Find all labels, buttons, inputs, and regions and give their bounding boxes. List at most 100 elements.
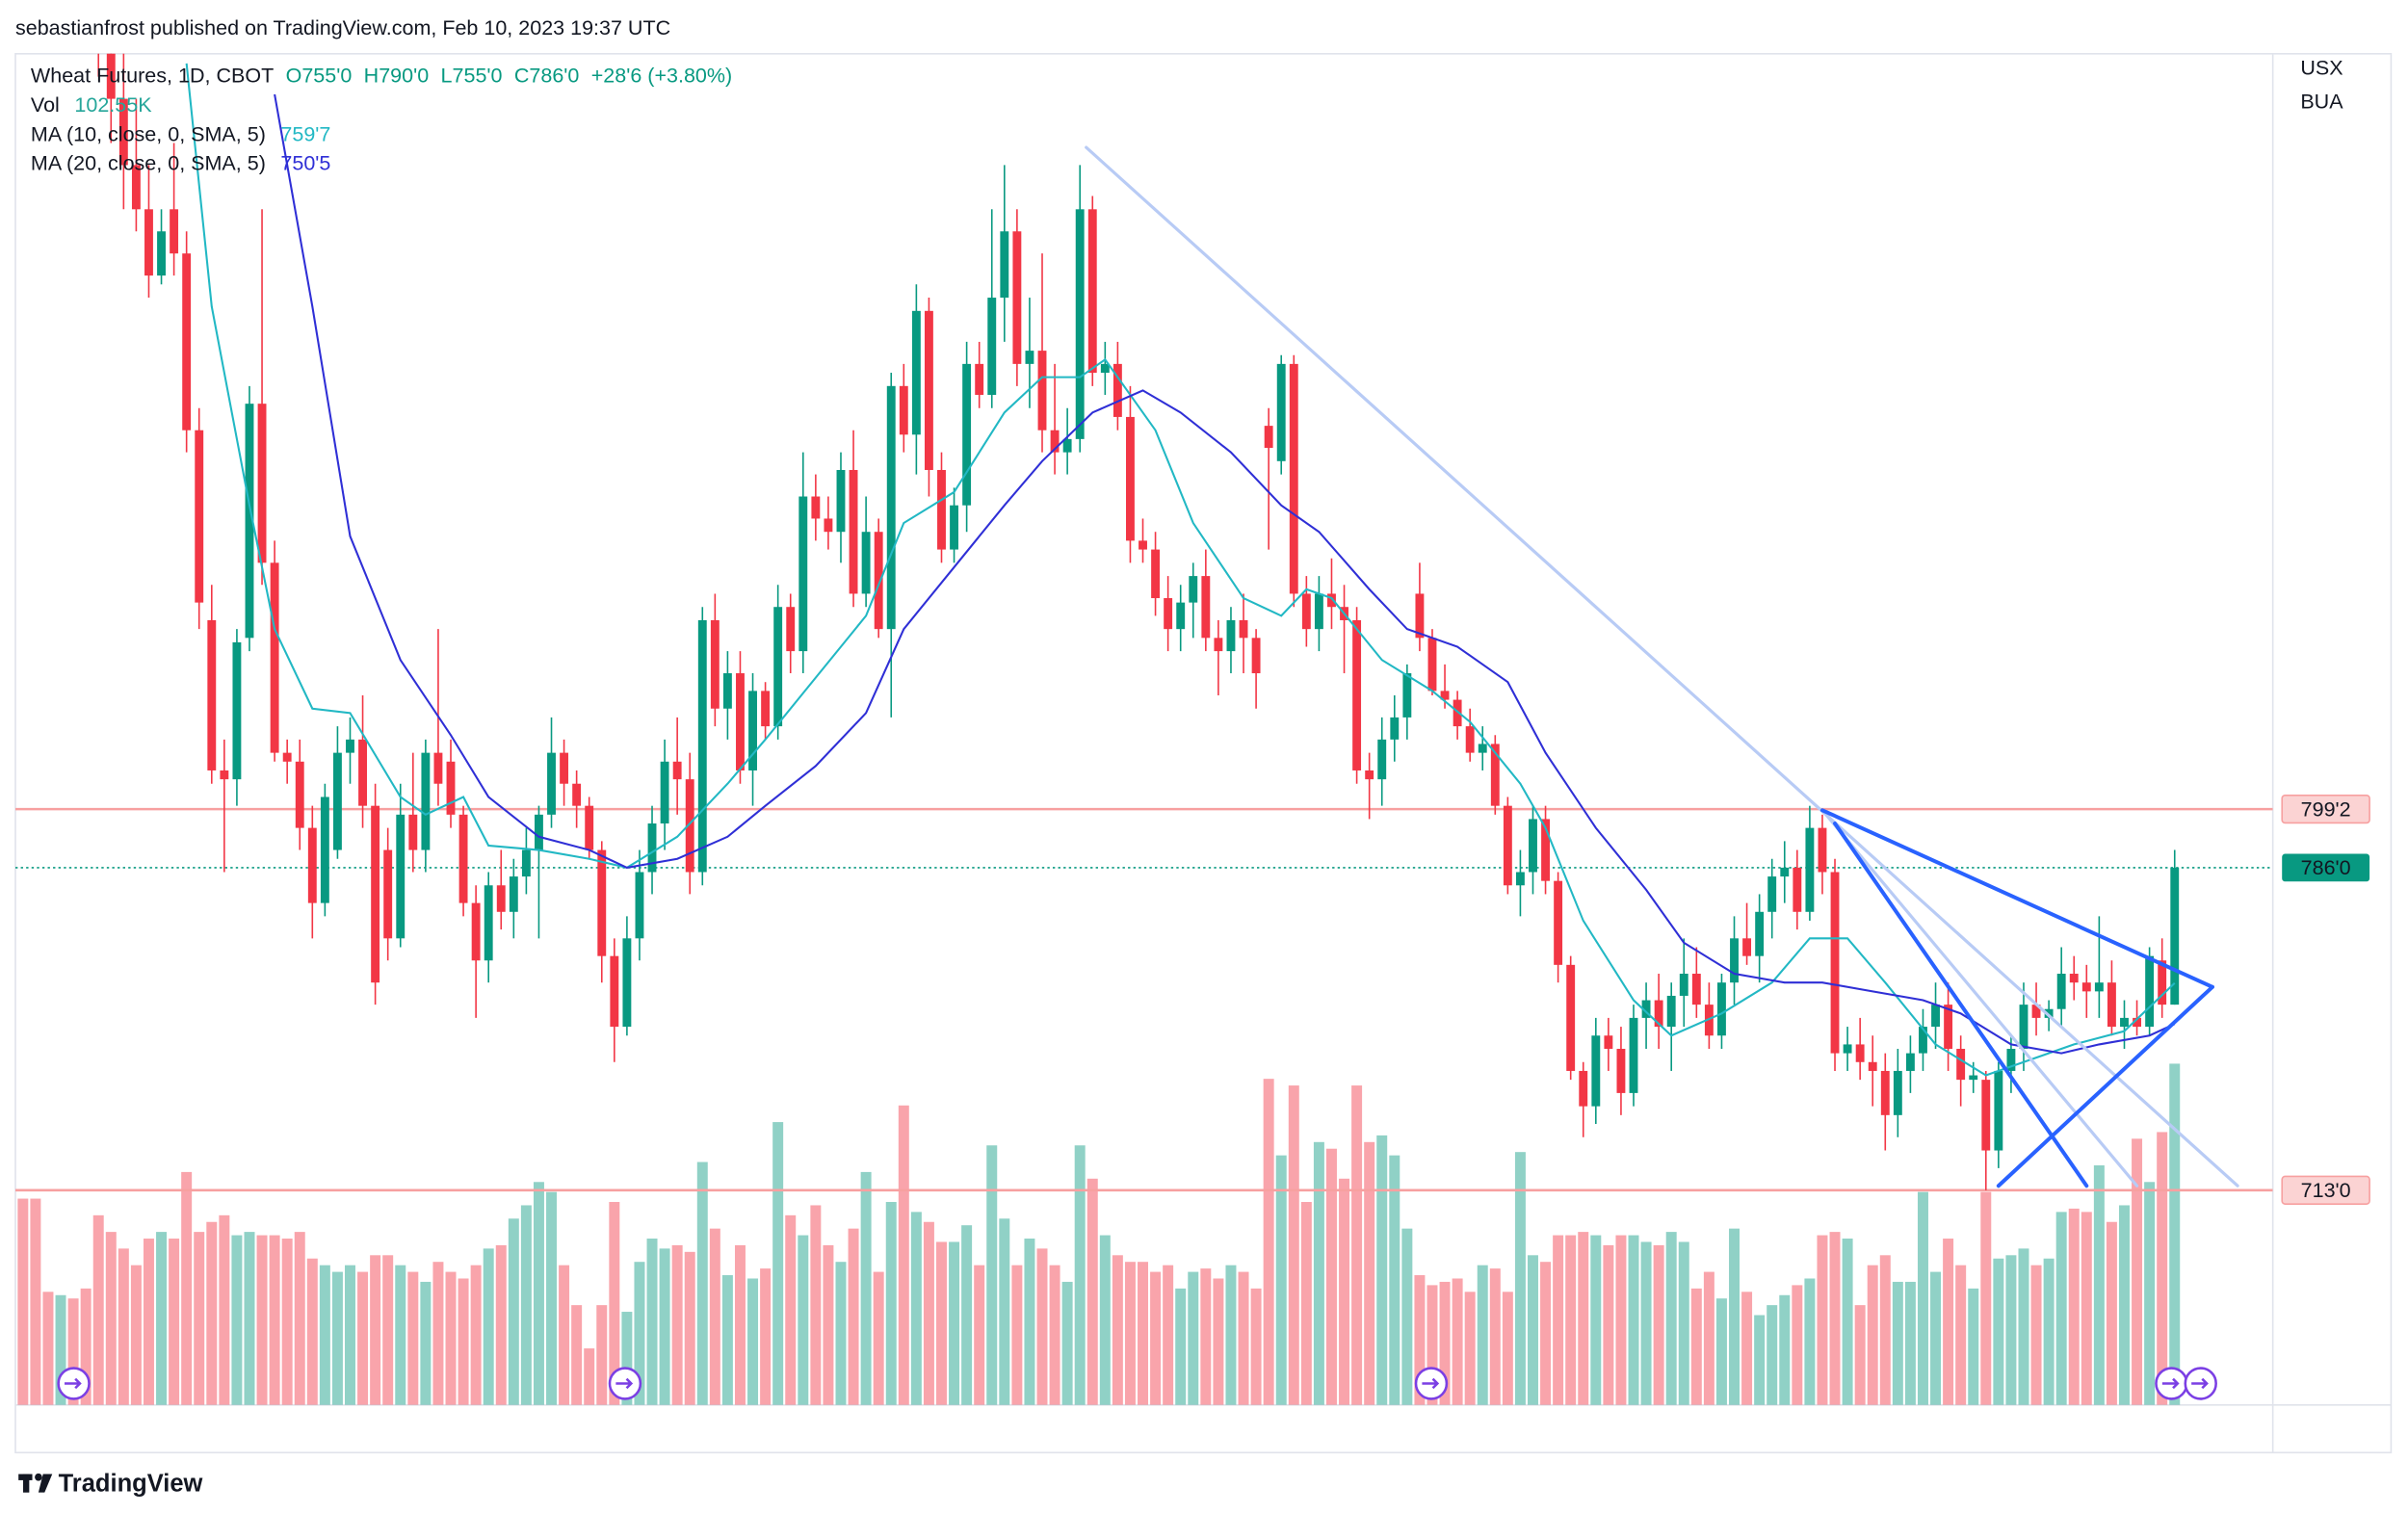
candle-body: [1880, 1070, 1890, 1115]
unit-label: USX: [2300, 56, 2343, 79]
volume-bar: [181, 1171, 193, 1405]
volume-bar: [1514, 1152, 1526, 1405]
ma-name: MA (10, close, 0, SMA, 5): [31, 122, 266, 145]
volume-bar: [1175, 1288, 1187, 1405]
candle-body: [1541, 819, 1550, 881]
close-label: C786'0: [514, 64, 580, 87]
candle-body: [836, 469, 846, 533]
volume-bar: [772, 1122, 784, 1405]
volume-bar: [319, 1265, 330, 1405]
volume-bar: [1879, 1255, 1891, 1405]
volume-bar: [1553, 1235, 1564, 1405]
candle-body: [1427, 638, 1437, 692]
volume-bar: [1578, 1232, 1589, 1405]
volume-bar: [1603, 1244, 1614, 1405]
volume-bar: [55, 1294, 66, 1405]
volume-bar: [684, 1251, 695, 1405]
candle-body: [1251, 638, 1261, 674]
candle-body: [307, 827, 317, 903]
level-label: 799'2: [2301, 797, 2351, 821]
ma-name: MA (20, close, 0, SMA, 5): [31, 151, 266, 174]
volume-bar: [294, 1232, 305, 1405]
candle-body: [1604, 1035, 1613, 1050]
candle-body: [1453, 699, 1462, 727]
volume-bar: [42, 1292, 54, 1405]
volume-bar: [2093, 1164, 2105, 1405]
frame: [14, 53, 2393, 1454]
low-label: L755'0: [441, 64, 503, 87]
candle-body: [446, 761, 456, 815]
candle-body: [1780, 867, 1790, 877]
candle-body: [2006, 1049, 2016, 1071]
candle-body: [798, 496, 808, 652]
candle-body: [585, 805, 594, 850]
candle-body: [1981, 1080, 1991, 1151]
volume-bar: [634, 1262, 645, 1405]
volume-bar: [873, 1271, 884, 1405]
trend-line: [1996, 984, 2214, 1188]
volume-bar: [1401, 1228, 1413, 1405]
candle-body: [962, 363, 972, 506]
candle-body: [610, 955, 619, 1028]
open-label: O755'0: [286, 64, 353, 87]
candle-body: [1440, 691, 1450, 700]
volume-bar: [721, 1275, 733, 1405]
volume-bar: [1188, 1271, 1199, 1405]
candle-body: [1679, 974, 1688, 996]
candle-body: [1189, 576, 1198, 603]
volume-bar: [1150, 1271, 1162, 1405]
volume-bar: [1036, 1248, 1048, 1405]
volume-value: 102.55K: [74, 93, 152, 117]
candle-body: [1956, 1049, 1966, 1081]
volume-bar: [30, 1198, 41, 1405]
volume-bar: [1792, 1285, 1803, 1405]
volume-bar: [395, 1265, 406, 1405]
candle-body: [2019, 1005, 2028, 1050]
volume-bar: [156, 1232, 168, 1405]
volume-bar: [621, 1312, 633, 1405]
candle-body: [1377, 739, 1387, 780]
candle-body: [1226, 619, 1236, 652]
candle-body: [1944, 1005, 1953, 1050]
volume-bar: [1968, 1288, 1979, 1405]
candle-body: [371, 805, 380, 983]
candle-body: [1893, 1070, 1902, 1115]
volume-name: Vol: [31, 93, 60, 117]
volume-bar: [1930, 1271, 1942, 1405]
level-label: 786'0: [2301, 856, 2351, 879]
candle-body: [2145, 955, 2155, 1028]
volume-bar: [1464, 1292, 1476, 1405]
volume-bar: [646, 1239, 658, 1405]
candle-body: [195, 430, 204, 603]
candle-body: [1704, 1005, 1714, 1036]
volume-bar: [1339, 1178, 1350, 1405]
candle-body: [1478, 744, 1487, 753]
candle-body: [257, 404, 267, 563]
volume-bar: [999, 1218, 1010, 1405]
volume-bar: [810, 1205, 822, 1405]
volume-bar: [1804, 1278, 1816, 1405]
volume-bar: [2169, 1063, 2181, 1405]
candle-body: [1301, 593, 1311, 630]
byline: sebastianfrost published on TradingView.…: [15, 16, 670, 39]
volume-bar: [1892, 1281, 1903, 1405]
candle-body: [1050, 430, 1060, 453]
volume-bar: [747, 1278, 759, 1405]
volume-bar: [2132, 1138, 2143, 1405]
candle-body: [911, 310, 921, 435]
candle-body: [861, 532, 871, 594]
volume-bar: [2030, 1265, 2042, 1405]
volume-bar: [1263, 1079, 1274, 1405]
volume-bar: [584, 1348, 595, 1405]
volume-bar: [1439, 1281, 1451, 1405]
volume-bar: [219, 1214, 230, 1405]
volume-bar: [860, 1171, 872, 1405]
candle-body: [207, 619, 217, 770]
volume-bar: [1351, 1085, 1363, 1405]
candle-body: [1289, 363, 1298, 594]
candle-body: [1465, 726, 1475, 753]
candle-body: [1112, 363, 1122, 417]
candle-body: [1666, 995, 1676, 1028]
candle-body: [2158, 960, 2167, 1005]
candle-body: [458, 814, 468, 903]
